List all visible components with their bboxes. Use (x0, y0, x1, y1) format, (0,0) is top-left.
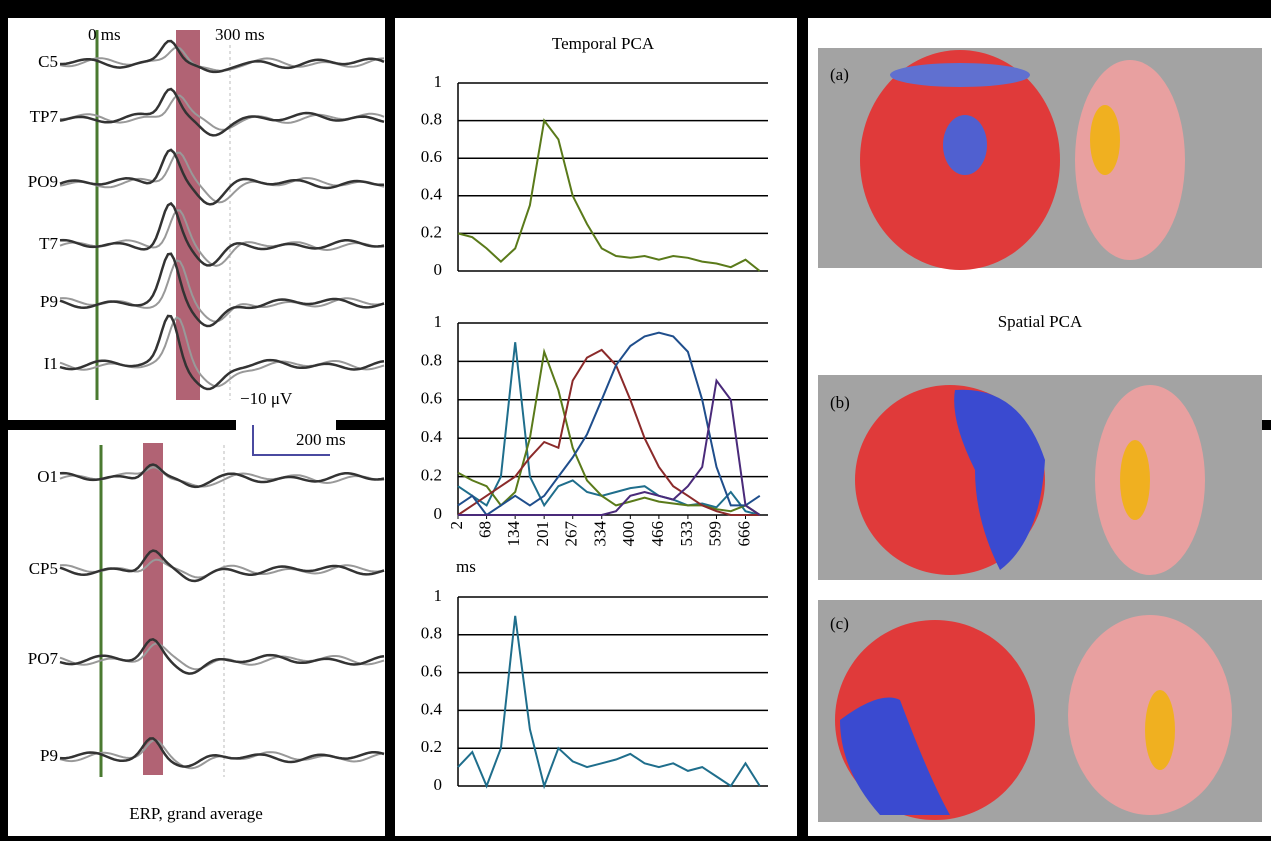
y-tick-label: 0.2 (421, 222, 442, 241)
erp-trace (59, 151, 385, 204)
spatial-title: Spatial PCA (998, 312, 1083, 331)
y-tick-label: 0.6 (421, 662, 442, 681)
erp-trace (59, 87, 385, 137)
chart-title: Temporal PCA (552, 34, 655, 53)
y-tick-label: 0.4 (421, 699, 443, 718)
panel-label: (b) (830, 393, 850, 412)
erp-trace (59, 252, 385, 328)
y-tick-label: 0.4 (421, 185, 443, 204)
erp-bottom-panel (8, 430, 385, 836)
x-tick-label: 2 (447, 521, 466, 530)
caption: ERP, grand average (129, 804, 263, 823)
x-tick-label: 267 (562, 521, 581, 547)
activation (1120, 440, 1150, 520)
erp-trace (59, 148, 385, 206)
marker-label: 0 ms (88, 25, 121, 44)
y-tick-label: 0.4 (421, 427, 443, 446)
image-b (818, 375, 1262, 580)
x-tick-label: 334 (591, 521, 610, 547)
channel-label: TP7 (30, 107, 59, 126)
image-a (818, 48, 1262, 270)
y-tick-label: 0 (434, 775, 443, 794)
x-tick-label: 201 (533, 521, 552, 547)
y-tick-label: 1 (434, 312, 443, 331)
window-band (176, 30, 200, 400)
erp-trace (60, 39, 385, 74)
y-tick-label: 1 (434, 586, 443, 605)
erp-trace (59, 314, 385, 391)
series-line (457, 118, 761, 272)
series-line (458, 378, 761, 516)
scale-label: −10 μV (240, 389, 293, 408)
image-c (818, 600, 1262, 822)
channel-label: PO7 (28, 649, 59, 668)
marker-label: 300 ms (215, 25, 265, 44)
erp-trace (59, 549, 385, 583)
channel-label: P9 (40, 746, 58, 765)
brain (1075, 60, 1185, 260)
y-tick-label: 0.2 (421, 466, 442, 485)
panel-label: (a) (830, 65, 849, 84)
channel-label: O1 (37, 467, 58, 486)
temporal-panel (395, 18, 797, 836)
activation (1145, 690, 1175, 770)
x-tick-label: 68 (475, 521, 494, 538)
channel-label: C5 (38, 52, 58, 71)
y-tick-label: 0 (434, 504, 443, 523)
x-axis-label: ms (456, 557, 476, 576)
negative-area (954, 389, 1045, 570)
y-tick-label: 0.8 (421, 350, 442, 369)
negative-area (840, 697, 950, 815)
erp-trace (59, 737, 385, 768)
series-line (457, 615, 761, 790)
scale-bar (252, 425, 330, 456)
x-tick-label: 533 (677, 521, 696, 547)
x-tick-label: 400 (619, 521, 638, 547)
x-tick-label: 134 (504, 521, 523, 547)
y-tick-label: 1 (434, 72, 443, 91)
y-tick-label: 0.6 (421, 389, 442, 408)
window-band (143, 443, 163, 775)
erp-trace (59, 201, 385, 267)
erp-trace (59, 637, 385, 675)
channel-label: P9 (40, 292, 58, 311)
series-line (457, 342, 761, 516)
series-line (457, 348, 760, 516)
activation (1090, 105, 1120, 175)
panel-label: (c) (830, 614, 849, 633)
scale-label: 200 ms (296, 430, 346, 449)
negative-area (890, 63, 1030, 87)
channel-label: I1 (44, 354, 58, 373)
channel-label: PO9 (28, 172, 58, 191)
series-line (457, 331, 761, 517)
y-tick-label: 0 (434, 260, 443, 279)
x-tick-label: 599 (705, 521, 724, 547)
spatial-divider (1258, 420, 1271, 430)
channel-label: T7 (39, 234, 58, 253)
channel-label: CP5 (29, 559, 58, 578)
negative-area (943, 115, 987, 175)
y-tick-label: 0.2 (421, 737, 442, 756)
y-tick-label: 0.6 (421, 147, 442, 166)
y-tick-label: 0.8 (421, 110, 442, 129)
y-tick-label: 0.8 (421, 624, 442, 643)
x-tick-label: 666 (734, 521, 753, 547)
x-tick-label: 466 (648, 521, 667, 547)
erp-trace (59, 463, 385, 489)
